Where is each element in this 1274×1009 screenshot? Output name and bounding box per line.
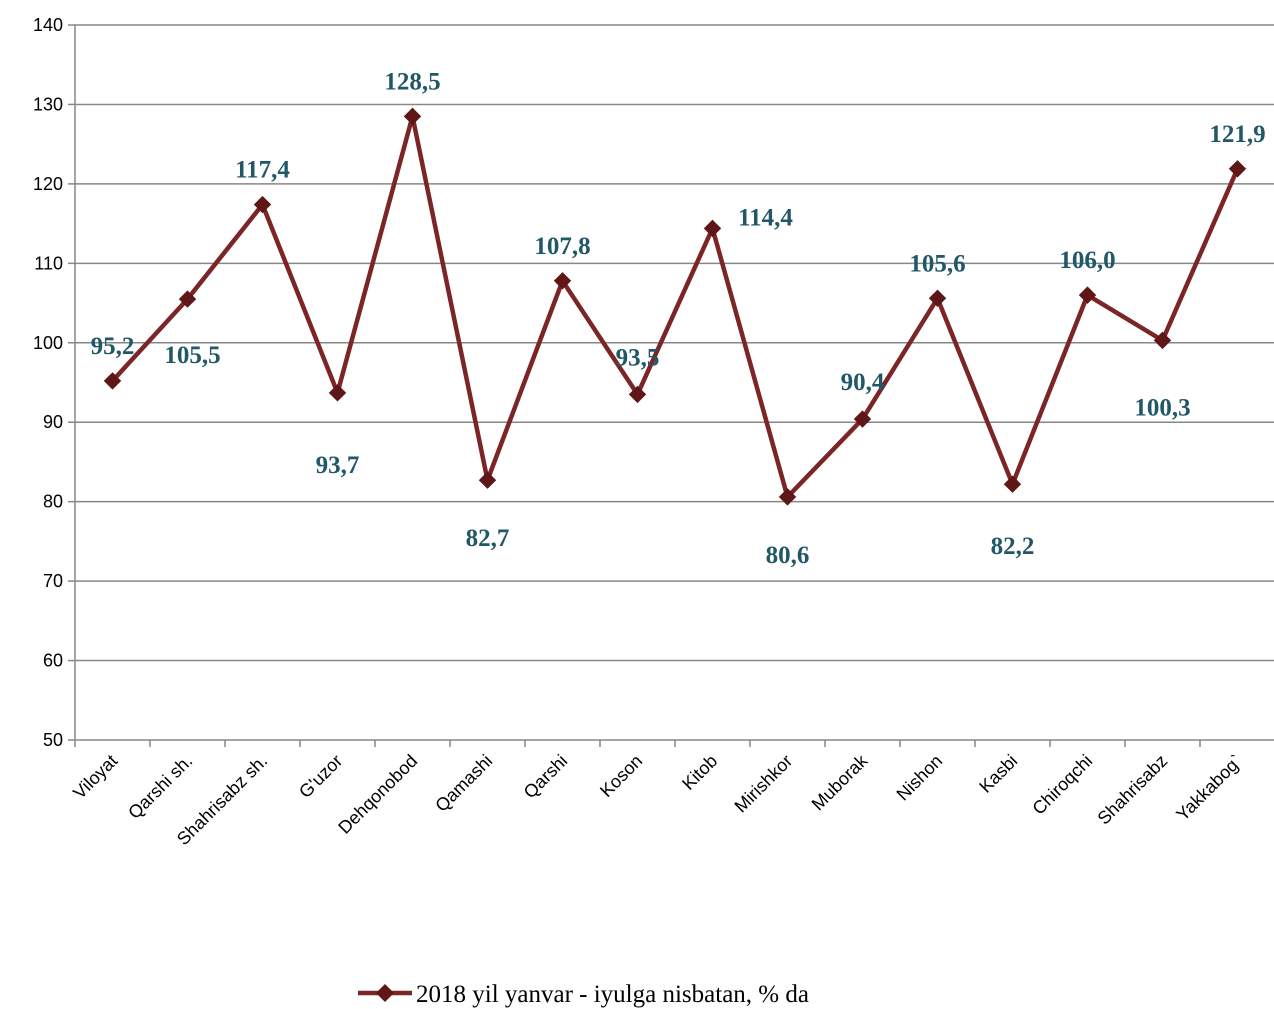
series-line: [103, 107, 1247, 506]
data-point-marker: [103, 372, 122, 390]
data-label: 114,4: [738, 204, 793, 231]
data-point-marker: [328, 384, 347, 402]
x-tick-label: Dehqonobod: [334, 751, 421, 838]
y-tick-label: 80: [43, 492, 63, 512]
data-label: 105,5: [164, 342, 220, 369]
x-tick-label: G'uzor: [295, 751, 346, 802]
data-label: 82,2: [991, 533, 1035, 560]
x-tick-label: Kitob: [678, 751, 721, 794]
data-point-marker: [928, 289, 947, 307]
data-label: 100,3: [1134, 394, 1190, 421]
x-tick-label: Koson: [596, 751, 646, 801]
data-point-marker: [703, 219, 722, 238]
x-tick-label: Nishon: [893, 751, 947, 805]
data-point-marker: [1003, 475, 1022, 493]
y-tick-label: 100: [33, 333, 63, 353]
data-label: 106,0: [1059, 247, 1115, 274]
y-tick-label: 130: [33, 94, 63, 114]
data-label: 93,5: [616, 344, 660, 371]
y-tick-label: 50: [43, 730, 63, 750]
data-label: 107,8: [534, 233, 590, 260]
x-tick-label: Viloyat: [69, 751, 121, 803]
x-tick-label: Kasbi: [975, 751, 1021, 797]
data-label: 90,4: [841, 369, 885, 396]
data-label: 105,6: [909, 250, 965, 277]
x-tick-label: Muborak: [808, 750, 872, 814]
y-tick-label: 60: [43, 651, 63, 671]
legend-label: 2018 yil yanvar - iyulga nisbatan, % da: [416, 981, 809, 1008]
data-label: 95,2: [91, 333, 135, 360]
data-label: 80,6: [766, 542, 810, 569]
legend-marker: [376, 984, 394, 1002]
data-point-marker: [1228, 160, 1247, 178]
data-point-marker: [403, 107, 422, 126]
x-tick-label: Shahrisabz: [1094, 751, 1172, 829]
data-point-marker: [778, 488, 797, 506]
data-point-marker: [253, 195, 272, 214]
y-tick-label: 70: [43, 571, 63, 591]
x-tick-label: Chiroqchi: [1028, 751, 1096, 819]
data-point-marker: [553, 272, 572, 290]
x-tick-label: Qarshi sh.: [124, 751, 196, 823]
data-label: 82,7: [466, 525, 510, 552]
data-point-marker: [1078, 286, 1097, 304]
data-labels: 95,2 105,5 117,4 93,7 128,5 82,7 107,8 93,5 114,…: [91, 68, 1266, 569]
data-label: 93,7: [316, 452, 360, 479]
y-tick-label: 110: [34, 253, 63, 273]
series-line-path: [110, 114, 1240, 500]
data-label: 121,9: [1209, 121, 1265, 148]
data-point-marker: [178, 290, 197, 308]
x-tick-label: Qarshi: [520, 751, 572, 803]
y-tick-label: 120: [33, 174, 63, 194]
x-tick-label: Yakkabog`: [1172, 751, 1246, 825]
data-label: 128,5: [384, 68, 440, 95]
y-axis-ticks: 50 60 70 80 90 100 110 120 130 140: [33, 15, 63, 750]
data-point-marker: [478, 471, 497, 489]
axes: [68, 24, 1274, 747]
legend: 2018 yil yanvar - iyulga nisbatan, % da: [358, 981, 809, 1008]
y-tick-label: 140: [33, 15, 63, 35]
data-point-marker: [853, 410, 872, 428]
gridlines: [75, 24, 1274, 662]
data-point-marker: [628, 385, 647, 404]
x-tick-label: Qamashi: [431, 751, 496, 816]
y-tick-label: 90: [43, 412, 63, 432]
x-axis-ticks: Viloyat Qarshi sh.Shahrisabz sh. G'uzorDeh…: [69, 750, 1246, 849]
data-label: 117,4: [235, 157, 290, 184]
data-point-marker: [1153, 331, 1172, 350]
x-tick-label: Mirishkor: [731, 751, 797, 817]
